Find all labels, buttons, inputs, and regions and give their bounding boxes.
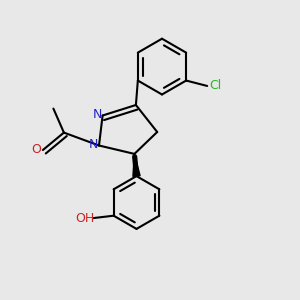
Text: N: N bbox=[92, 108, 102, 122]
Text: Cl: Cl bbox=[209, 80, 222, 92]
Text: O: O bbox=[32, 143, 41, 156]
Text: OH: OH bbox=[75, 212, 94, 225]
Text: N: N bbox=[88, 138, 98, 152]
Polygon shape bbox=[133, 154, 140, 176]
